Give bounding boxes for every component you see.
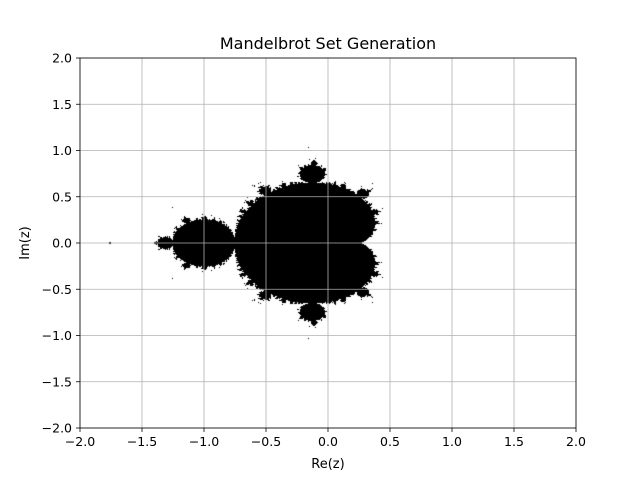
y-tick-label: 1.5 [52, 97, 72, 112]
plot-area [79, 57, 577, 429]
x-axis: −2.0 −1.5 −1.0 −0.5 0.0 0.5 1.0 1.5 2.0 [65, 428, 586, 449]
y-tick-label: 2.0 [52, 51, 72, 66]
y-tick-label: 0.5 [52, 189, 72, 204]
x-tick-label: 1.0 [442, 434, 462, 449]
y-tick-label: −2.0 [42, 421, 72, 436]
y-tick-label: −0.5 [42, 282, 72, 297]
x-tick-label: 2.0 [566, 434, 586, 449]
x-tick-label: −1.0 [189, 434, 219, 449]
y-tick-label: −1.0 [42, 328, 72, 343]
x-tick-label: −1.5 [127, 434, 157, 449]
x-axis-label: Re(z) [311, 457, 344, 472]
y-tick-label: 1.0 [52, 143, 72, 158]
y-tick-label: −1.5 [42, 374, 72, 389]
y-axis-label: Im(z) [18, 226, 33, 259]
x-tick-label: 0.5 [380, 434, 400, 449]
x-tick-label: −2.0 [65, 434, 95, 449]
x-tick-label: 0.0 [318, 434, 338, 449]
x-tick-label: −0.5 [251, 434, 281, 449]
x-tick-label: 1.5 [504, 434, 524, 449]
chart-title: Mandelbrot Set Generation [220, 34, 436, 53]
y-axis: −2.0 −1.5 −1.0 −0.5 0.0 0.5 1.0 1.5 2.0 [42, 51, 80, 436]
y-tick-label: 0.0 [52, 236, 72, 251]
